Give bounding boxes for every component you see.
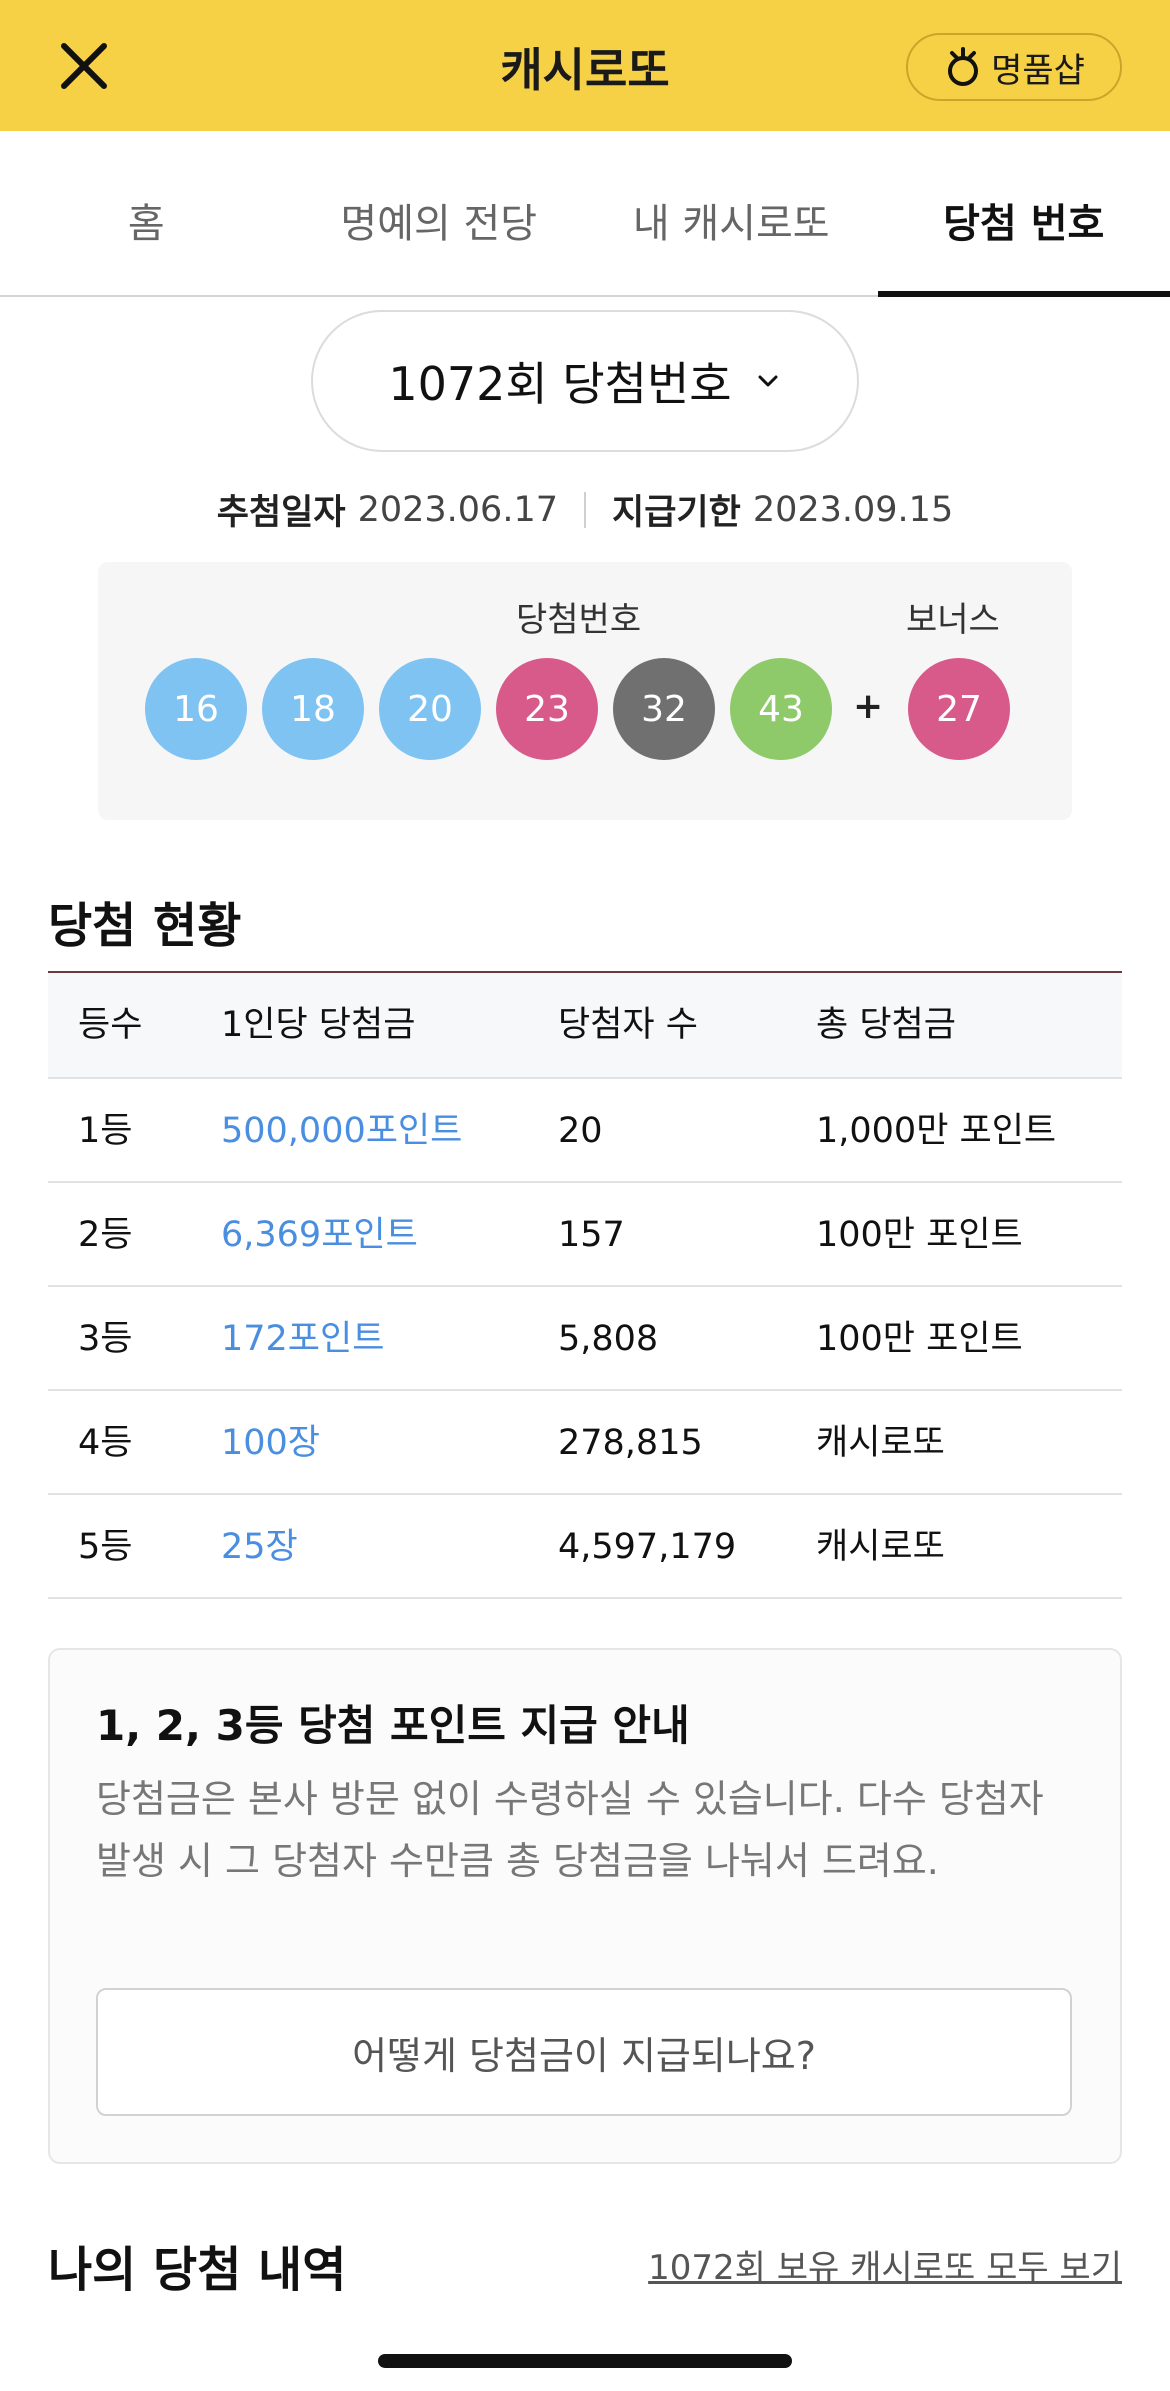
rank-cell: 1등	[78, 1111, 133, 1151]
tab-bar: 홈 명예의 전당 내 캐시로또 당첨 번호	[0, 131, 1170, 297]
number-ball: 23	[496, 658, 598, 760]
prize-link[interactable]: 100장	[221, 1423, 321, 1463]
winner-count-cell: 4,597,179	[558, 1527, 737, 1567]
table-row: 4등 100장 278,815 캐시로또	[48, 1391, 1122, 1495]
deadline-label: 지급기한	[612, 493, 741, 533]
prize-table: 등수 1인당 당첨금 당첨자 수 총 당첨금 1등 500,000포인트 20 …	[48, 971, 1122, 1599]
plus-sign: +	[853, 686, 884, 727]
rank-cell: 3등	[78, 1319, 133, 1359]
shop-label: 명품샵	[991, 50, 1085, 91]
table-header: 등수 1인당 당첨금 당첨자 수 총 당첨금	[48, 973, 1122, 1079]
deadline-date: 2023.09.15	[752, 489, 954, 530]
table-row: 2등 6,369포인트 157 100만 포인트	[48, 1183, 1122, 1287]
number-ball: 18	[262, 658, 364, 760]
number-ball: 16	[145, 658, 247, 760]
info-title: 1, 2, 3등 당첨 포인트 지급 안내	[96, 1701, 690, 1750]
prize-link[interactable]: 25장	[221, 1527, 298, 1567]
prize-link[interactable]: 172포인트	[221, 1319, 385, 1359]
round-selector[interactable]: 1072회 당첨번호	[311, 310, 859, 452]
close-button[interactable]	[54, 36, 114, 96]
draw-dates: 추첨일자 2023.06.17 지급기한 2023.09.15	[0, 484, 1170, 535]
info-text: 당첨금은 본사 방문 없이 수령하실 수 있습니다. 다수 당첨자 발생 시 그…	[96, 1777, 1044, 1883]
round-label: 1072회 당첨번호	[388, 357, 732, 411]
bonus-label: 보너스	[906, 600, 1000, 640]
tab-winning-numbers[interactable]: 당첨 번호	[877, 131, 1170, 297]
draw-date-label: 추첨일자	[216, 493, 346, 533]
total-prize-cell: 1,000만 포인트	[816, 1111, 1057, 1151]
number-ball: 32	[613, 658, 715, 760]
app-header: 캐시로또 명품샵	[0, 0, 1170, 131]
number-ball: 20	[379, 658, 481, 760]
rank-cell: 2등	[78, 1215, 133, 1255]
payout-guide-button[interactable]: 어떻게 당첨금이 지급되나요?	[96, 1988, 1072, 2116]
table-row: 1등 500,000포인트 20 1,000만 포인트	[48, 1079, 1122, 1183]
header-winner-count: 당첨자 수	[558, 1005, 698, 1045]
gift-icon	[948, 47, 979, 86]
prize-link[interactable]: 500,000포인트	[221, 1111, 463, 1151]
bonus-ball: 27	[908, 658, 1010, 760]
total-prize-cell: 캐시로또	[816, 1527, 945, 1567]
my-history-title: 나의 당첨 내역	[48, 2242, 347, 2298]
winning-numbers-label: 당첨번호	[516, 600, 642, 640]
chevron-down-icon	[758, 375, 778, 387]
prize-link[interactable]: 6,369포인트	[221, 1215, 418, 1255]
rank-cell: 5등	[78, 1527, 133, 1567]
total-prize-cell: 100만 포인트	[816, 1319, 1023, 1359]
tab-my-cashlotto[interactable]: 내 캐시로또	[632, 201, 830, 247]
view-all-link[interactable]: 1072회 보유 캐시로또 모두 보기	[648, 2248, 1122, 2288]
tab-home[interactable]: 홈	[127, 201, 165, 247]
total-prize-cell: 캐시로또	[816, 1423, 945, 1463]
winning-numbers-box: 당첨번호 보너스 16 18 20 23 32 43 + 27	[98, 562, 1072, 820]
table-row: 3등 172포인트 5,808 100만 포인트	[48, 1287, 1122, 1391]
header-rank: 등수	[78, 1005, 143, 1045]
total-prize-cell: 100만 포인트	[816, 1215, 1023, 1255]
winner-count-cell: 157	[558, 1215, 625, 1255]
rank-cell: 4등	[78, 1423, 133, 1463]
winner-count-cell: 5,808	[558, 1319, 659, 1359]
luxury-shop-button[interactable]: 명품샵	[906, 33, 1122, 101]
header-total-prize: 총 당첨금	[816, 1005, 956, 1045]
winner-count-cell: 20	[558, 1111, 603, 1151]
winner-count-cell: 278,815	[558, 1423, 703, 1463]
home-indicator	[378, 2354, 792, 2368]
close-icon	[61, 43, 107, 89]
draw-date: 2023.06.17	[357, 489, 558, 530]
tab-hall-of-fame[interactable]: 명예의 전당	[340, 201, 538, 247]
divider	[584, 491, 586, 528]
status-title: 당첨 현황	[48, 898, 242, 954]
header-prize-per-person: 1인당 당첨금	[221, 1005, 416, 1045]
number-ball: 43	[730, 658, 832, 760]
payout-info-card: 1, 2, 3등 당첨 포인트 지급 안내 당첨금은 본사 방문 없이 수령하실…	[48, 1648, 1122, 2164]
table-row: 5등 25장 4,597,179 캐시로또	[48, 1495, 1122, 1599]
